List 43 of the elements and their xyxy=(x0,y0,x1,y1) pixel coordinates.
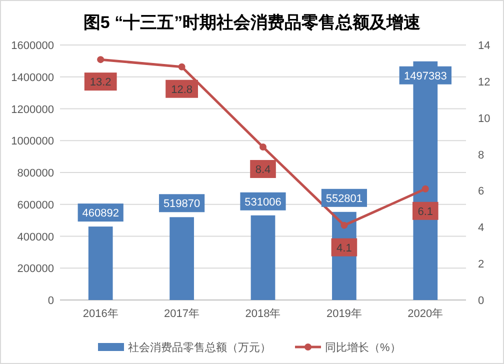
y2-tick-label: 14 xyxy=(478,40,490,52)
y-tick-label: 1400000 xyxy=(11,72,54,84)
y-tick-label: 1200000 xyxy=(11,104,54,116)
y-tick-label: 1000000 xyxy=(11,136,54,148)
y2-tick-label: 0 xyxy=(478,295,484,307)
legend-label: 同比增长（%） xyxy=(325,341,401,354)
x-tick-label: 2018年 xyxy=(245,308,281,320)
data-label: 1497383 xyxy=(404,70,447,82)
data-label: 519870 xyxy=(163,198,200,210)
y-tick-label: 200000 xyxy=(17,263,54,276)
point xyxy=(97,56,104,64)
y2-tick-label: 2 xyxy=(478,258,484,271)
data-label: 12.8 xyxy=(171,84,193,96)
chart-title: 图5 “十三五”时期社会消费品零售总额及增速 xyxy=(83,13,421,32)
legend-label: 社会消费品零售总额（万元） xyxy=(128,341,271,354)
y-tick-label: 800000 xyxy=(17,168,54,180)
bar xyxy=(170,217,194,300)
y2-tick-label: 10 xyxy=(478,112,490,125)
x-tick-label: 2020年 xyxy=(408,308,444,320)
point xyxy=(422,185,429,192)
y2-tick-label: 4 xyxy=(478,222,484,234)
y-tick-label: 1600000 xyxy=(11,40,54,52)
y2-tick-label: 12 xyxy=(478,76,490,88)
data-label: 4.1 xyxy=(336,242,352,254)
y-tick-label: 400000 xyxy=(17,231,54,244)
bar xyxy=(250,215,276,300)
y-tick-label: 0 xyxy=(48,295,54,307)
data-label: 460892 xyxy=(82,208,119,220)
data-label: 531006 xyxy=(244,196,282,208)
y2-tick-label: 8 xyxy=(478,149,484,162)
bar xyxy=(88,226,113,300)
point xyxy=(260,144,266,150)
point xyxy=(178,63,186,70)
x-tick-label: 2016年 xyxy=(82,308,118,320)
x-tick-label: 2017年 xyxy=(164,308,200,320)
y-tick-label: 600000 xyxy=(17,199,54,212)
data-label: 552801 xyxy=(326,192,363,205)
x-tick-label: 2019年 xyxy=(326,308,362,320)
point xyxy=(340,222,348,229)
data-label: 13.2 xyxy=(90,76,112,89)
data-label: 8.4 xyxy=(255,164,271,176)
data-label: 6.1 xyxy=(418,206,434,218)
y2-tick-label: 6 xyxy=(478,186,484,198)
